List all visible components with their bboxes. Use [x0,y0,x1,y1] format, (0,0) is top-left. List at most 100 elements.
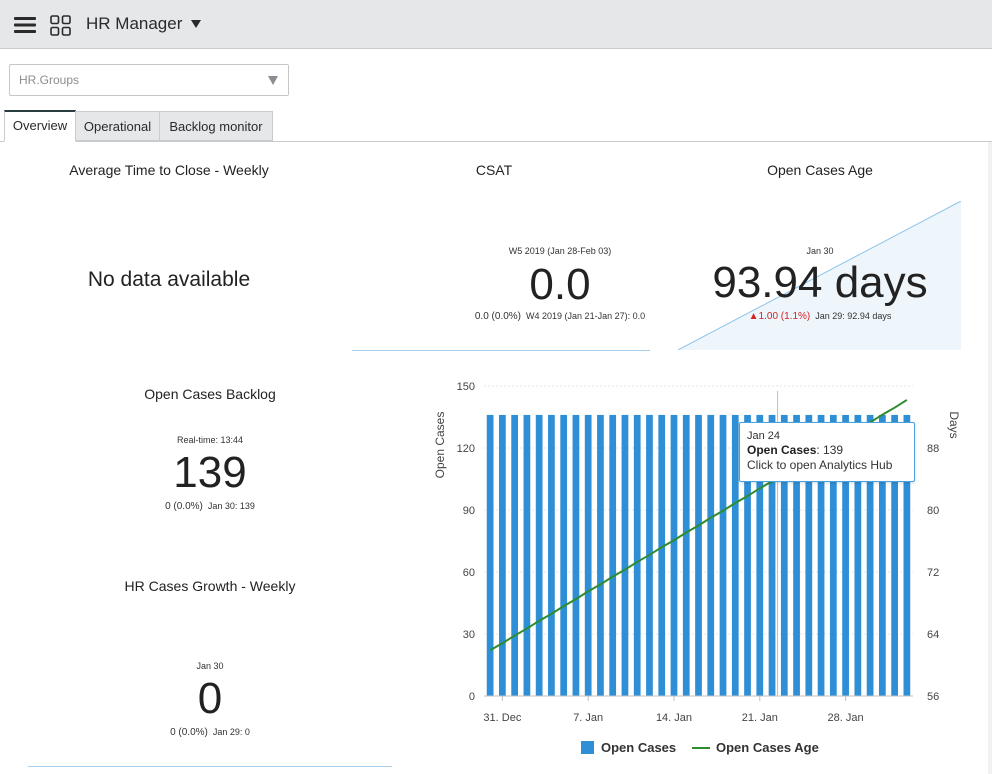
bar [695,414,702,696]
hamburger-icon[interactable] [13,15,37,35]
bar [854,414,862,696]
backlog-change: 0 (0.0%) [165,501,203,512]
bar [597,414,604,696]
open-age-sparkline [678,201,961,350]
y-axis-title: Open Cases [433,412,447,479]
tooltip-value: : 139 [816,443,844,457]
open-cases-chart[interactable]: 0 30 60 90 120 150 56 64 72 80 88 Open Cases Days 31.… [420,375,965,765]
bar [584,414,592,696]
no-data-message: No data available [87,268,251,291]
csat-period: W5 2019 (Jan 28-Feb 03) [508,246,612,256]
bar [548,414,555,696]
backlog-title: Open Cases Backlog [144,386,276,402]
bar [670,414,678,696]
bar [878,414,886,696]
growth-period: Jan 30 [196,661,224,671]
open-age-previous: Jan 29: 92.94 days [815,311,892,321]
legend-swatch-open-cases [581,741,594,754]
bar [842,414,849,696]
legend-label-open-cases-age: Open Cases Age [716,740,819,755]
top-header: HR Manager [0,0,992,49]
tooltip-hint: Click to open Analytics Hub [747,458,893,472]
chart-tooltip[interactable]: Jan 24 Open Cases: 139 Click to open Ana… [739,422,915,482]
csat-comparison: 0.0 (0.0%) W4 2019 (Jan 21-Jan 27): 0.0 [400,311,720,322]
x-tick-label: 14. Jan [656,712,692,724]
x-tick-label: 28. Jan [828,712,864,724]
y-tick-label: 30 [463,629,475,641]
csat-title: CSAT [475,162,513,178]
open-age-period: Jan 30 [806,246,834,256]
y2-tick-label: 56 [927,691,939,703]
backlog-previous: Jan 30: 139 [207,501,255,511]
bar [658,414,666,696]
bar [572,414,580,696]
growth-title: HR Cases Growth - Weekly [124,578,296,594]
group-filter-select[interactable]: HR.Groups [9,64,289,96]
bar [891,414,898,696]
bar [609,414,617,696]
up-arrow-icon: ▲ [748,311,759,322]
y-tick-label: 60 [463,567,475,579]
csat-change: 0.0 (0.0%) [474,311,522,322]
tab-bar-divider [0,141,992,142]
open-age-comparison: ▲1.00 (1.1%) Jan 29: 92.94 days [680,311,960,322]
y-tick-label: 150 [457,381,475,393]
scrollbar[interactable] [988,142,992,774]
bar [535,414,543,696]
x-tick-label: 31. Dec [483,712,521,724]
group-filter-value: HR.Groups [19,73,80,87]
y-tick-label: 0 [469,691,475,703]
y2-tick-label: 72 [927,567,939,579]
x-tick-label: 7. Jan [573,712,603,724]
caret-down-icon[interactable] [190,19,202,29]
y2-tick-label: 64 [927,629,939,641]
bar [731,414,739,696]
bar [793,414,800,696]
open-age-change: 1.00 (1.1%) [758,311,811,322]
bar [486,414,494,696]
csat-value[interactable]: 0.0 [529,260,591,309]
backlog-value[interactable]: 139 [173,448,247,497]
y2-tick-label: 88 [927,443,939,455]
bar [866,414,874,696]
bar [499,414,506,696]
growth-comparison: 0 (0.0%) Jan 29: 0 [60,727,360,738]
bar [682,414,690,696]
avg-time-title: Average Time to Close - Weekly [69,162,269,178]
y2-tick-label: 80 [927,505,939,517]
csat-previous: W4 2019 (Jan 21-Jan 27): 0.0 [526,311,646,321]
tab-operational[interactable]: Operational [75,111,160,141]
bar [523,414,531,696]
growth-change: 0 (0.0%) [170,727,208,738]
x-tick-label: 21. Jan [742,712,778,724]
bar [829,414,837,696]
growth-previous: Jan 29: 0 [212,727,250,737]
app-title[interactable]: HR Manager [86,14,183,33]
bar [621,414,629,696]
tab-overview[interactable]: Overview [4,110,76,142]
legend-label-open-cases: Open Cases [601,740,676,755]
bar [903,414,911,696]
bar [511,414,519,696]
open-age-title: Open Cases Age [767,162,873,178]
bar [707,414,715,696]
bar [633,414,641,696]
open-age-value[interactable]: 93.94 days [712,258,928,307]
y-tick-label: 120 [457,443,475,455]
growth-value[interactable]: 0 [197,674,223,723]
tooltip-series: Open Cases [747,443,817,457]
csat-divider [352,350,650,351]
bar [560,414,568,696]
bar [805,414,813,696]
growth-divider [28,766,392,767]
chevron-down-icon [268,76,278,85]
backlog-comparison: 0 (0.0%) Jan 30: 139 [60,501,360,512]
bar [719,414,727,696]
tooltip-value-line: Open Cases: 139 [747,443,907,457]
y2-axis-title: Days [947,411,961,438]
bar [780,414,788,696]
tab-backlog-monitor[interactable]: Backlog monitor [159,111,273,141]
grid-icon[interactable] [50,15,71,36]
bar [756,414,764,696]
tooltip-date: Jan 24 [747,430,781,442]
